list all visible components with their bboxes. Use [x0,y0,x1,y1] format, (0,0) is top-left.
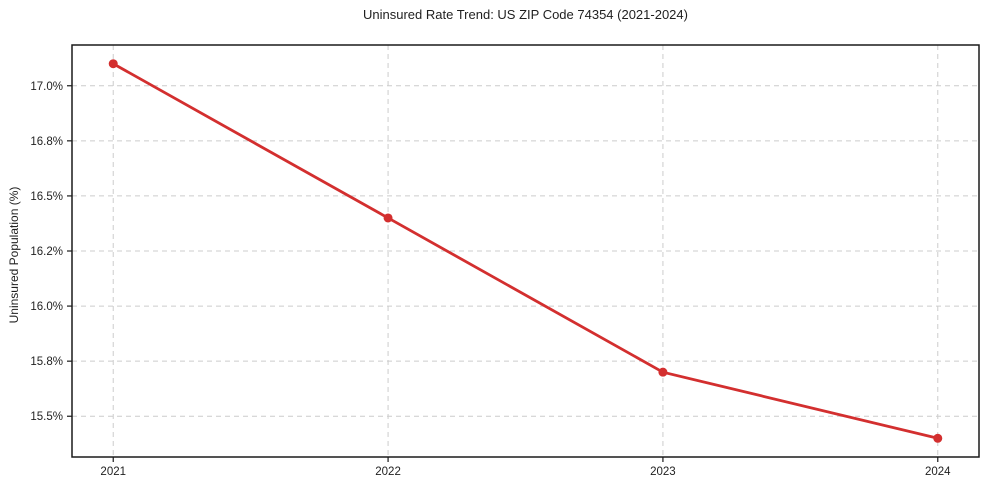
y-tick-label: 15.8% [30,356,63,368]
y-tick-label: 16.0% [30,301,63,313]
y-tick-label: 16.8% [30,136,63,148]
data-point [933,433,943,443]
chart-title: Uninsured Rate Trend: US ZIP Code 74354 … [363,7,688,22]
y-tick-label: 16.5% [30,191,63,203]
y-tick-label: 16.2% [30,246,63,258]
x-tick-label: 2021 [100,466,126,478]
plot-border [71,44,980,458]
x-tick-label: 2023 [650,466,676,478]
data-point [658,367,668,377]
data-point [108,59,118,69]
y-tick-label: 15.5% [30,411,63,423]
y-tick-label: 17.0% [30,81,63,93]
x-tick-label: 2024 [925,466,951,478]
data-point [383,213,393,223]
trend-line [111,62,940,440]
x-tick-label: 2022 [375,466,401,478]
y-axis-label: Uninsured Population (%) [7,186,21,324]
